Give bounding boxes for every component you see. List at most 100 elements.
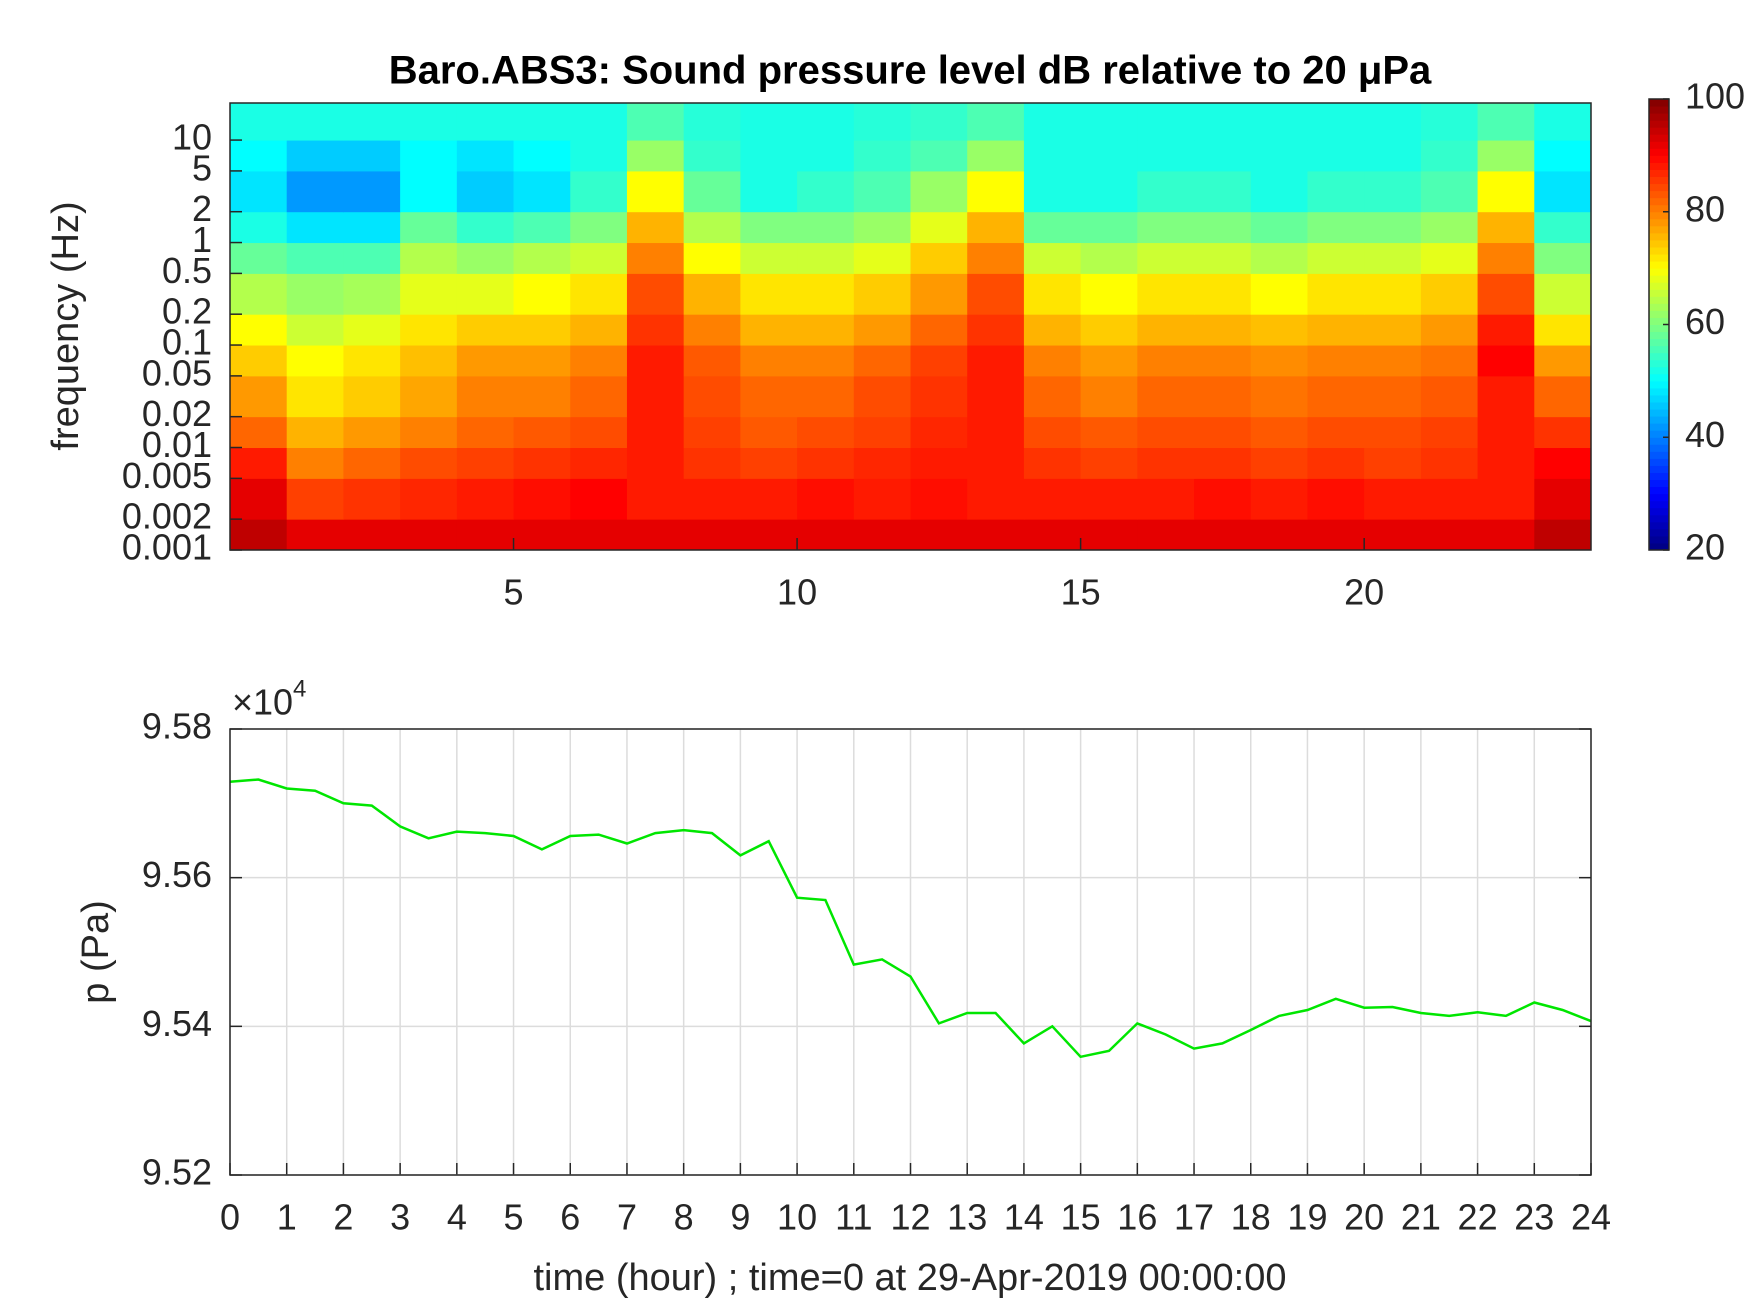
heat-cell: [1420, 375, 1479, 418]
heat-cell: [740, 519, 798, 551]
heat-cell: [1194, 211, 1252, 244]
heat-cell: [1137, 103, 1195, 141]
colorbar-swatch: [1649, 465, 1669, 473]
heat-cell: [1023, 273, 1082, 315]
colorbar-swatch: [1649, 324, 1669, 333]
heat-cell: [626, 140, 685, 172]
heat-cell: [343, 170, 401, 213]
colorbar-swatch: [1649, 331, 1669, 340]
colorbar-swatch: [1649, 317, 1669, 325]
heat-cell: [1080, 242, 1138, 274]
x-tick-label: 2: [333, 1197, 353, 1238]
heat-cell: [1194, 314, 1252, 346]
heat-cell: [1250, 211, 1308, 244]
y-tick-label: 0.5: [162, 250, 212, 291]
heat-cell: [1023, 375, 1082, 418]
y-tick-label: 9.52: [142, 1152, 212, 1193]
heat-cell: [910, 416, 968, 449]
heat-cell: [400, 519, 458, 551]
heat-cell: [513, 140, 571, 172]
heat-cell: [1477, 242, 1535, 274]
heat-cell: [1194, 103, 1252, 141]
colorbar-swatch: [1649, 437, 1669, 445]
heat-cell: [853, 314, 911, 346]
colorbar-swatch: [1649, 246, 1669, 255]
heat-cell: [1534, 314, 1592, 346]
heat-cell: [740, 242, 798, 274]
x-tick-label: 20: [1344, 1197, 1384, 1238]
heat-cell: [1534, 375, 1592, 418]
heat-cell: [286, 170, 344, 213]
colorbar-swatch: [1649, 338, 1669, 347]
heat-cell: [1137, 314, 1195, 346]
colorbar-swatch: [1649, 197, 1669, 206]
x-tick-label: 9: [730, 1197, 750, 1238]
heat-cell: [286, 345, 344, 377]
heat-cell: [1250, 416, 1308, 449]
colorbar-swatch: [1649, 458, 1669, 466]
heat-cell: [343, 314, 401, 346]
heat-cell: [1420, 345, 1479, 377]
heat-cell: [797, 242, 855, 274]
heat-cell: [1420, 242, 1479, 274]
heat-cell: [683, 273, 741, 315]
colorbar-swatch: [1649, 204, 1669, 213]
colorbar-swatch: [1649, 239, 1669, 248]
heat-cell: [967, 170, 1025, 213]
heat-cell: [910, 211, 968, 244]
heat-cell: [797, 519, 855, 551]
colorbar-swatch: [1649, 190, 1669, 199]
heat-cell: [797, 140, 855, 172]
heat-cell: [1080, 211, 1138, 244]
heat-cell: [853, 140, 911, 172]
heat-cell: [1080, 375, 1138, 418]
axes-box: [229, 728, 1592, 1176]
heat-cell: [513, 314, 571, 346]
heat-cell: [853, 447, 911, 479]
heat-cell: [683, 140, 741, 172]
heat-cell: [1420, 478, 1479, 520]
heat-cell: [513, 519, 571, 551]
heat-cell: [1023, 211, 1082, 244]
heat-cell: [456, 211, 515, 244]
colorbar-swatch: [1649, 402, 1669, 410]
heat-cell: [683, 314, 741, 346]
heat-cell: [570, 170, 628, 213]
heat-cell: [1364, 345, 1422, 377]
heat-cell: [1080, 170, 1138, 213]
heat-cell: [683, 103, 741, 141]
heat-cell: [797, 211, 855, 244]
heat-cell: [230, 170, 288, 213]
colorbar-swatch: [1649, 254, 1669, 262]
heat-cell: [1534, 345, 1592, 377]
heat-cell: [456, 314, 515, 346]
colorbar-swatch: [1649, 169, 1669, 178]
heat-cell: [400, 103, 458, 141]
heat-cell: [1307, 273, 1365, 315]
heat-cell: [967, 103, 1025, 141]
heat-cell: [1477, 273, 1535, 315]
heat-cell: [400, 211, 458, 244]
heat-cell: [230, 345, 288, 377]
heat-cell: [1080, 103, 1138, 141]
heat-cell: [1080, 140, 1138, 172]
heat-cell: [1534, 273, 1592, 315]
x-tick-label: 15: [1061, 1197, 1101, 1238]
heat-cell: [570, 345, 628, 377]
heat-cell: [1477, 170, 1535, 213]
heat-cell: [1420, 447, 1479, 479]
heat-cell: [853, 273, 911, 315]
heat-cell: [967, 416, 1025, 449]
heat-cell: [1420, 314, 1479, 346]
colorbar-swatch: [1649, 113, 1669, 121]
colorbar-swatch: [1649, 366, 1669, 375]
heat-cell: [1477, 416, 1535, 449]
y-tick-label: 9.58: [142, 706, 212, 747]
heat-cell: [740, 416, 798, 449]
colorbar-swatch: [1649, 275, 1669, 283]
colorbar-swatch: [1649, 141, 1669, 149]
heat-cell: [1080, 273, 1138, 315]
y-tick-label: 0.005: [122, 455, 212, 496]
heat-cell: [570, 103, 628, 141]
heat-cell: [230, 478, 288, 520]
